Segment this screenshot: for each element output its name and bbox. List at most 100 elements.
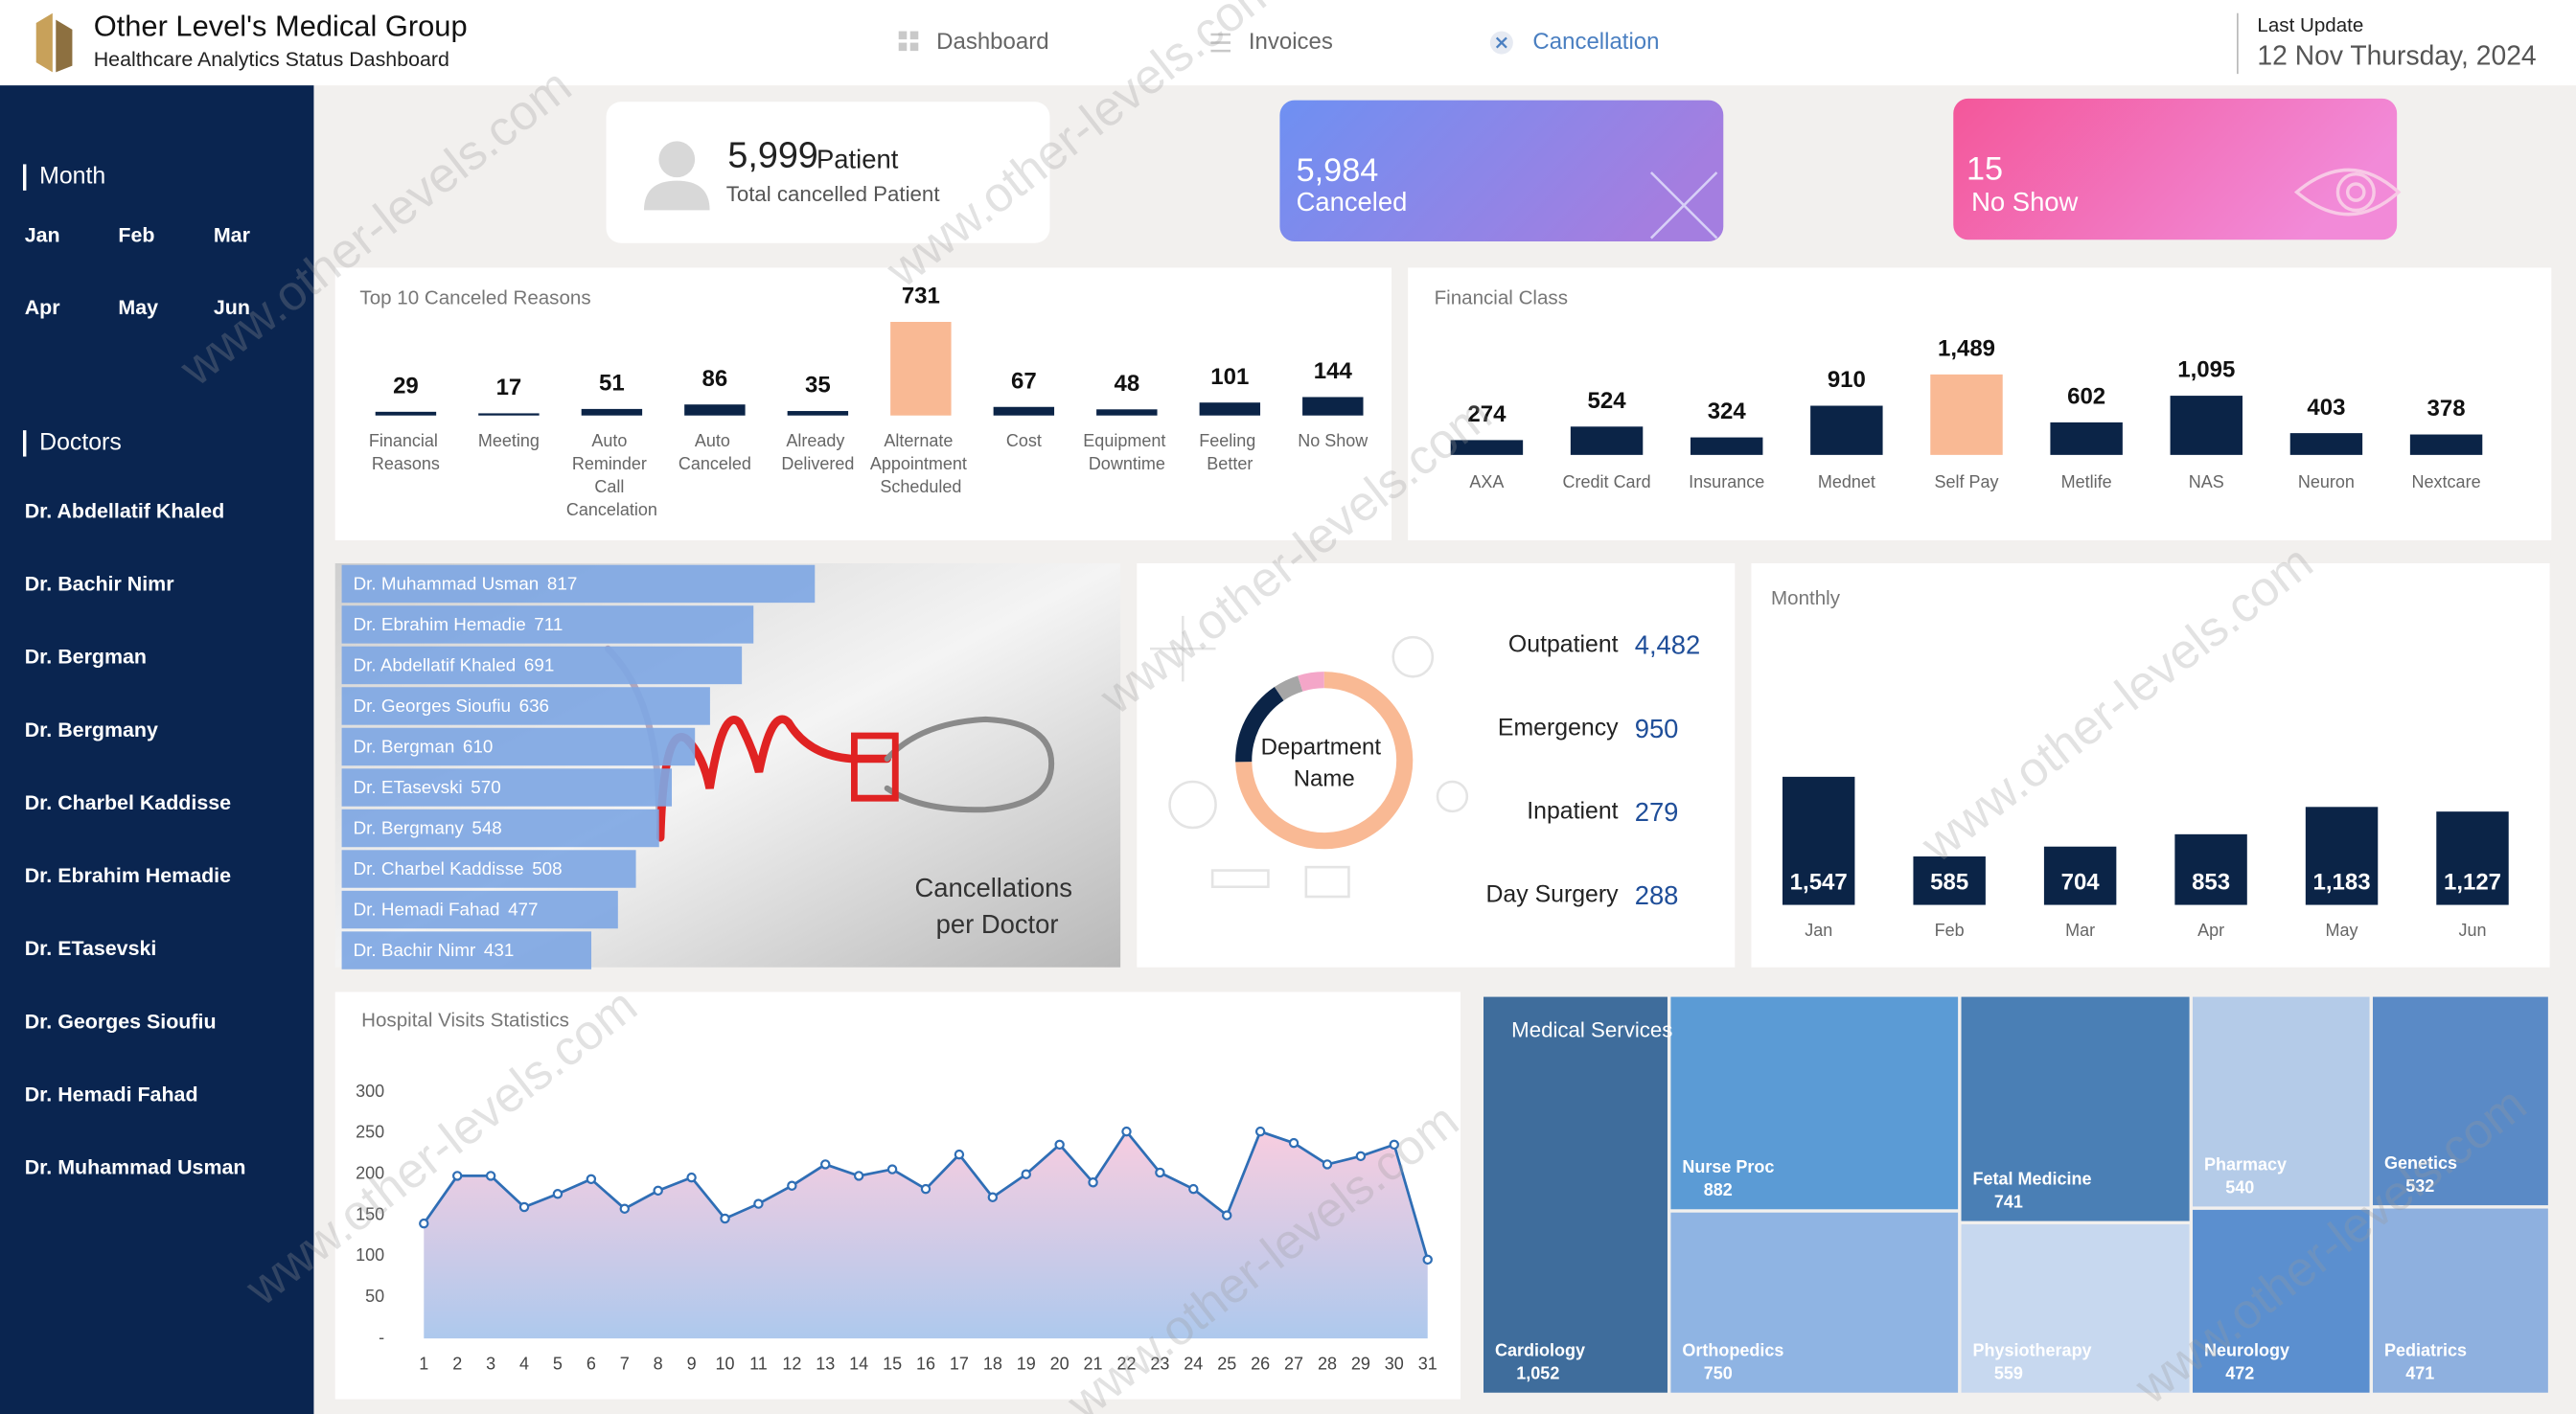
x-tick-label: NAS <box>2189 472 2224 491</box>
point <box>1355 1151 1367 1162</box>
point <box>1389 1139 1400 1151</box>
section-marker <box>23 164 27 191</box>
bar <box>2170 396 2242 455</box>
point <box>1054 1139 1065 1151</box>
x-tick-label: 26 <box>1251 1354 1270 1373</box>
data-label: 532 <box>2405 1176 2434 1196</box>
nav-link[interactable]: Dashboard <box>936 29 1048 55</box>
y-tick-label: 250 <box>356 1123 384 1142</box>
data-label: 910 <box>1828 367 1866 393</box>
x-tick-label: Metlife <box>2061 472 2112 491</box>
doctor-filter[interactable]: Dr. Hemadi Fahad <box>25 1083 198 1106</box>
nav-link[interactable]: Cancellation <box>1532 29 1659 55</box>
x-tick-label: Feb <box>1935 921 1965 940</box>
bar <box>341 809 659 848</box>
panel <box>1751 563 2550 968</box>
tile-label: Pediatrics <box>2384 1341 2467 1360</box>
doctor-filter[interactable]: Dr. Bergman <box>25 646 147 669</box>
data-label: 508 <box>532 858 562 878</box>
header-bar <box>0 0 2576 86</box>
header-subtitle: Healthcare Analytics Status Dashboard <box>94 48 449 71</box>
month-filter[interactable]: Jun <box>214 296 250 319</box>
legend-label: Emergency <box>1498 715 1619 741</box>
data-label: 731 <box>902 284 940 309</box>
treemap-tile <box>1670 1212 1959 1393</box>
patient-icon <box>644 141 710 211</box>
bar <box>341 564 816 604</box>
doctors-heading: Doctors <box>39 429 122 455</box>
donut-slice <box>1274 675 1303 701</box>
x-tick-label: 20 <box>1050 1354 1070 1373</box>
data-label: 431 <box>484 940 514 960</box>
x-tick-label: 12 <box>782 1354 801 1373</box>
doctor-filter[interactable]: Dr. Abdellatif Khaled <box>25 500 225 523</box>
y-tick-label: 150 <box>356 1204 384 1223</box>
month-filter[interactable]: Feb <box>118 224 154 247</box>
data-label: 324 <box>1708 399 1747 424</box>
x-tick-label: 9 <box>687 1354 697 1373</box>
doctor-filter[interactable]: Dr. Georges Sioufiu <box>25 1010 217 1033</box>
data-label: 610 <box>463 736 493 756</box>
x-tick-label: Alternate Appointment Scheduled <box>870 431 972 496</box>
tile-label: Pharmacy <box>2204 1154 2287 1174</box>
section-marker <box>23 430 27 457</box>
bar <box>1690 437 1763 455</box>
x-tick-label: 2 <box>452 1354 462 1373</box>
bar <box>684 404 746 416</box>
header-title: Other Level's Medical Group <box>94 9 468 42</box>
bar-label: Dr. Muhammad Usman 817 <box>354 573 578 593</box>
donut-slice <box>1298 672 1324 692</box>
point <box>586 1174 597 1185</box>
chart-title: Department Name <box>1261 735 1388 792</box>
doctor-filter[interactable]: Dr. Bergmany <box>25 718 158 741</box>
data-label: 750 <box>1704 1364 1733 1383</box>
data-label: 1,489 <box>1938 335 1995 361</box>
x-tick-label: Meeting <box>478 431 540 450</box>
y-tick-label: 300 <box>356 1082 384 1101</box>
doctor-filter[interactable]: Dr. Muhammad Usman <box>25 1156 246 1179</box>
x-tick-label: Mednet <box>1818 472 1875 491</box>
category-label: Dr. Ebrahim Hemadie <box>354 614 526 634</box>
doctor-filter[interactable]: Dr. Bachir Nimr <box>25 573 174 596</box>
x-tick-label: Nextcare <box>2412 472 2481 491</box>
month-filter[interactable]: Mar <box>214 224 250 247</box>
bar-label: Dr. ETasevski 570 <box>354 777 501 797</box>
point <box>419 1218 429 1229</box>
x-tick-label: 17 <box>950 1354 969 1373</box>
data-label: 4,482 <box>1635 630 1701 660</box>
tile-label: Physiotherapy <box>1973 1341 2092 1360</box>
nav-link[interactable]: Invoices <box>1249 29 1333 55</box>
month-filter[interactable]: Apr <box>25 296 60 319</box>
x-tick-label: 8 <box>654 1354 663 1373</box>
bar <box>375 411 437 416</box>
x-tick-label: Insurance <box>1689 472 1764 491</box>
nav-icon-invoices <box>1210 33 1230 53</box>
data-label: 1,052 <box>1516 1364 1559 1383</box>
data-label: 882 <box>1704 1180 1733 1199</box>
month-filter[interactable]: Jan <box>25 224 60 247</box>
x-tick-label: Financial Reasons <box>369 431 443 473</box>
point <box>920 1183 932 1195</box>
category-label: Dr. Bergman <box>354 736 455 756</box>
doctor-filter[interactable]: Dr. ETasevski <box>25 937 157 960</box>
bar <box>2409 434 2483 455</box>
bar <box>1810 405 1883 455</box>
doctor-filter[interactable]: Dr. Charbel Kaddisse <box>25 791 231 814</box>
tile-label: Cardiology <box>1495 1341 1585 1360</box>
x-tick-label: 5 <box>553 1354 563 1373</box>
area <box>424 1131 1428 1339</box>
bar <box>341 768 673 807</box>
bar <box>1913 856 1986 905</box>
category-label: Dr. Muhammad Usman <box>354 573 540 593</box>
x-tick-label: 16 <box>916 1354 935 1373</box>
bar <box>341 605 754 644</box>
data-label: 279 <box>1635 797 1679 827</box>
month-filter[interactable]: May <box>118 296 158 319</box>
category-label: Dr. Bachir Nimr <box>354 940 476 960</box>
doctor-filter[interactable]: Dr. Ebrahim Hemadie <box>25 864 231 887</box>
category-label: Dr. Georges Sioufiu <box>354 696 511 716</box>
x-tick-label: Auto Reminder Call Cancelation <box>566 431 657 519</box>
point <box>653 1185 663 1197</box>
chart-title: Financial Class <box>1435 286 1568 308</box>
point <box>853 1171 864 1181</box>
